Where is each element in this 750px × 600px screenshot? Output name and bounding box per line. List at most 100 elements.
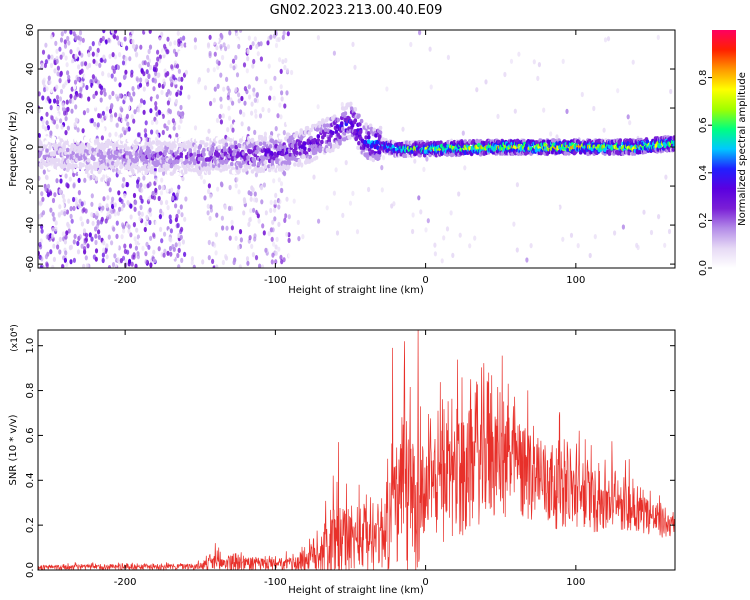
noise-speckle xyxy=(136,206,140,212)
noise-speckle xyxy=(155,129,159,135)
ridge-cell xyxy=(564,151,568,156)
noise-speckle xyxy=(55,84,59,90)
noise-speckle xyxy=(79,36,83,42)
noise-speckle xyxy=(174,79,178,85)
ridge-cell xyxy=(174,151,178,156)
noise-speckle xyxy=(160,31,164,37)
noise-speckle xyxy=(124,69,128,75)
noise-speckle xyxy=(134,199,138,205)
noise-speckle xyxy=(344,160,348,166)
noise-speckle xyxy=(183,216,187,222)
noise-speckle xyxy=(206,210,210,216)
noise-speckle xyxy=(72,182,76,188)
ridge-cell xyxy=(303,141,307,146)
noise-speckle xyxy=(146,61,150,68)
noise-speckle xyxy=(669,88,673,95)
ridge-cell xyxy=(196,149,201,155)
noise-speckle xyxy=(203,111,207,117)
ridge-cell xyxy=(125,154,129,159)
noise-speckle xyxy=(566,74,571,80)
ridge-cell xyxy=(193,152,197,157)
noise-speckle xyxy=(537,62,542,68)
noise-speckle xyxy=(208,215,212,221)
noise-speckle xyxy=(225,76,229,82)
noise-speckle xyxy=(642,209,646,215)
noise-speckle xyxy=(141,91,146,97)
noise-speckle xyxy=(158,214,162,220)
noise-speckle xyxy=(166,187,170,193)
ridge-cell xyxy=(313,147,318,152)
noise-speckle xyxy=(350,91,355,98)
noise-speckle xyxy=(137,210,141,216)
figure-title: GN02.2023.213.00.40.E09 xyxy=(270,3,443,18)
noise-speckle xyxy=(42,77,46,83)
noise-speckle xyxy=(269,207,273,214)
noise-speckle xyxy=(247,126,251,132)
noise-speckle xyxy=(136,132,141,138)
noise-speckle xyxy=(91,51,95,57)
noise-speckle xyxy=(185,42,190,48)
noise-speckle xyxy=(232,65,236,71)
noise-speckle xyxy=(163,231,167,237)
ridge-cell xyxy=(44,140,48,145)
ridge-cell xyxy=(58,170,63,175)
noise-speckle xyxy=(75,201,79,207)
noise-speckle xyxy=(183,251,187,257)
noise-speckle xyxy=(101,252,105,258)
noise-speckle xyxy=(424,227,428,233)
noise-speckle xyxy=(250,53,254,60)
ridge-cell xyxy=(404,153,408,158)
noise-speckle xyxy=(234,54,238,61)
ridge-cell xyxy=(204,142,209,147)
noise-speckle xyxy=(84,255,88,261)
noise-speckle xyxy=(219,103,223,110)
noise-speckle xyxy=(55,178,59,184)
ridge-cell xyxy=(158,151,163,156)
noise-speckle xyxy=(49,130,53,136)
noise-speckle xyxy=(228,115,232,121)
noise-speckle xyxy=(65,62,69,68)
noise-speckle xyxy=(147,73,151,79)
noise-speckle xyxy=(80,243,84,249)
ridge-cell xyxy=(148,149,152,154)
noise-speckle xyxy=(154,105,158,111)
noise-speckle xyxy=(166,205,170,211)
noise-speckle xyxy=(296,219,300,225)
noise-speckle xyxy=(90,236,94,242)
y-tick-label: 20 xyxy=(25,102,36,115)
noise-speckle xyxy=(70,108,74,114)
noise-speckle xyxy=(91,41,95,47)
noise-speckle xyxy=(40,228,44,234)
ridge-cell xyxy=(366,155,370,160)
y-tick-label: 0.6 xyxy=(25,427,36,443)
ridge-cell xyxy=(96,152,101,157)
noise-speckle xyxy=(475,87,479,93)
spectrogram-x-axis-label: Height of straight line (km) xyxy=(288,285,424,296)
noise-speckle xyxy=(166,60,170,66)
noise-speckle xyxy=(283,103,287,109)
noise-speckle xyxy=(69,30,73,35)
ridge-cell xyxy=(193,147,197,153)
ridge-cell xyxy=(166,142,170,148)
noise-speckle xyxy=(85,263,89,268)
noise-speckle xyxy=(66,91,70,97)
ridge-cell xyxy=(143,144,148,150)
noise-speckle xyxy=(152,232,156,238)
noise-speckle xyxy=(180,76,184,82)
noise-speckle xyxy=(525,257,529,263)
ridge-cell xyxy=(320,139,324,145)
ridge-cell xyxy=(378,130,383,135)
noise-speckle xyxy=(66,70,70,76)
noise-speckle xyxy=(112,34,117,40)
noise-speckle xyxy=(255,43,259,50)
ridge-cell xyxy=(42,154,47,160)
noise-speckle xyxy=(190,260,194,266)
noise-speckle xyxy=(441,64,446,70)
noise-speckle xyxy=(526,57,530,63)
spectrogram-plot-area xyxy=(38,30,675,268)
noise-speckle xyxy=(119,133,123,139)
ridge-cell xyxy=(349,101,353,107)
noise-speckle xyxy=(153,78,157,84)
y-tick-label: -60 xyxy=(25,256,36,272)
noise-speckle xyxy=(147,244,151,250)
